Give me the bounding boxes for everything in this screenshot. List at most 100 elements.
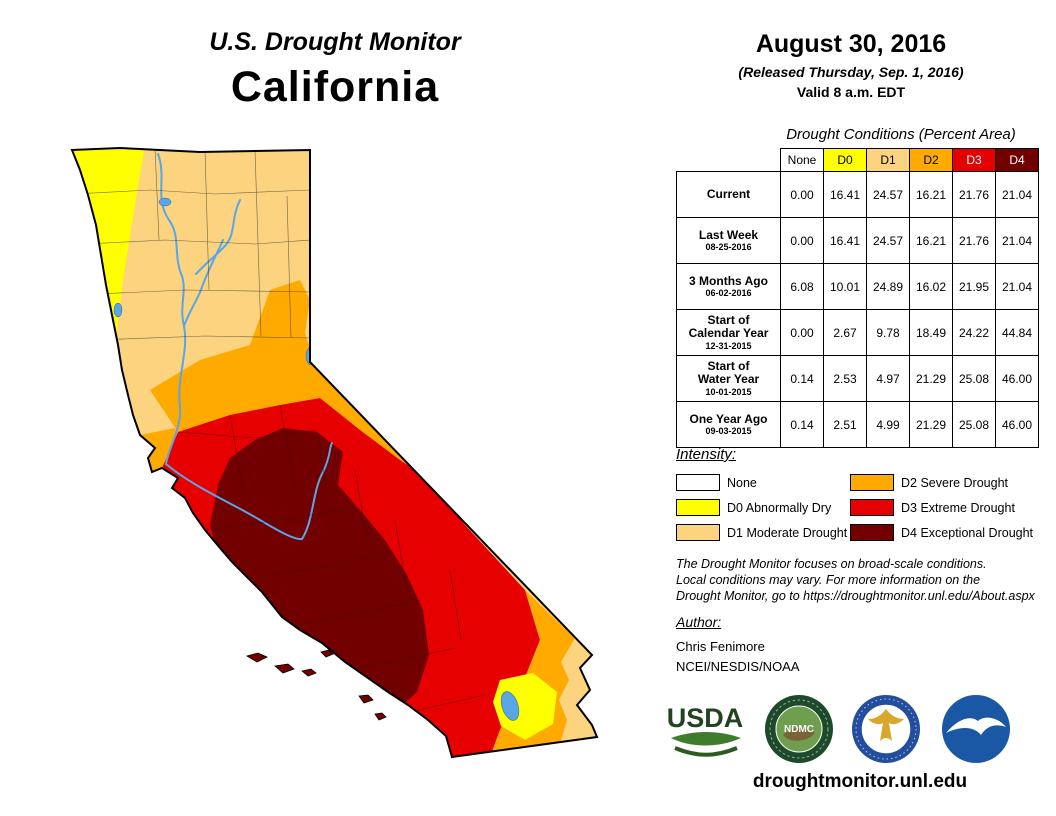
usda-logo: USDA: [663, 700, 747, 767]
table-cell: 46.00: [995, 401, 1039, 448]
channel-islands: [245, 649, 387, 721]
d4-region: [210, 428, 429, 712]
table-cell: 24.89: [866, 263, 910, 310]
table-cell: 21.04: [995, 217, 1039, 264]
table-cell: 4.97: [866, 355, 910, 402]
legend-label: None: [727, 475, 757, 490]
table-cell: 21.76: [952, 217, 996, 264]
table-cell: 16.41: [823, 171, 867, 218]
header: U.S. Drought Monitor California: [130, 28, 540, 112]
column-header-d3: D3: [952, 148, 996, 172]
table-cell: 6.08: [780, 263, 824, 310]
table-cell: 16.21: [909, 171, 953, 218]
legend-label: D0 Abnormally Dry: [727, 500, 832, 515]
row-label: Start of Water Year 10-01-2015: [676, 355, 781, 402]
legend-item: D3 Extreme Drought: [850, 495, 1046, 520]
table-cell: 2.67: [823, 309, 867, 356]
date-block: August 30, 2016 (Released Thursday, Sep.…: [690, 30, 1012, 100]
california-drought-map: [55, 140, 650, 805]
legend-swatch: [676, 499, 720, 516]
legend-title: Intensity:: [676, 446, 737, 463]
lake-shasta: [158, 197, 172, 207]
disclaimer-text: The Drought Monitor focuses on broad-sca…: [676, 557, 1035, 603]
intensity-legend: Intensity: None D0 Abnormally Dry D1 Moder…: [676, 446, 1046, 545]
column-header-d0: D0: [823, 148, 867, 172]
table-cell: 24.57: [866, 171, 910, 218]
released-date: (Released Thursday, Sep. 1, 2016): [738, 64, 964, 80]
table-cell: 0.00: [780, 309, 824, 356]
legend-item: None: [676, 470, 850, 495]
row-label: Start of Calendar Year 12-31-2015: [676, 309, 781, 356]
noaa-logo: [940, 693, 1012, 770]
department-of-commerce-seal: [850, 693, 922, 770]
page-title: U.S. Drought Monitor: [209, 28, 461, 56]
table-cell: 0.00: [780, 171, 824, 218]
drought-table-head-row: None D0 D1 D2 D3 D4: [676, 148, 1039, 172]
table-cell: 9.78: [866, 309, 910, 356]
legend-swatch: [676, 474, 720, 491]
author-org: NCEI/NESDIS/NOAA: [676, 659, 800, 674]
table-row: Start of Calendar Year 12-31-2015 0.00 2.67…: [676, 309, 1039, 356]
footer-url: droughtmonitor.unl.edu: [752, 771, 968, 792]
report-date: August 30, 2016: [755, 30, 947, 58]
table-cell: 16.02: [909, 263, 953, 310]
legend-item: D0 Abnormally Dry: [676, 495, 850, 520]
table-row: 3 Months Ago 06-02-2016 6.08 10.01 24.89 16.0…: [676, 263, 1039, 310]
table-cell: 0.00: [780, 217, 824, 264]
ndmc-logo: NDMC: [763, 693, 835, 770]
legend-label: D2 Severe Drought: [901, 475, 1009, 490]
d0-region-southeast: [493, 673, 557, 740]
table-cell: 21.04: [995, 263, 1039, 310]
author-name: Chris Fenimore: [676, 639, 765, 654]
table-cell: 4.99: [866, 401, 910, 448]
legend-item: D2 Severe Drought: [850, 470, 1046, 495]
ndmc-logo-text: NDMC: [784, 724, 814, 735]
row-label: One Year Ago 09-03-2015: [676, 401, 781, 448]
table-cell: 21.29: [909, 401, 953, 448]
table-cell: 44.84: [995, 309, 1039, 356]
usda-logo-text: USDA: [667, 703, 744, 733]
legend-item: D4 Exceptional Drought: [850, 520, 1046, 545]
table-row: Current 0.00 16.41 24.57 16.21 21.76 21.04: [676, 171, 1039, 218]
state-outline: [70, 146, 599, 759]
valid-time: Valid 8 a.m. EDT: [796, 84, 906, 100]
table-cell: 24.22: [952, 309, 996, 356]
legend-swatch: [850, 499, 894, 516]
legend-swatch: [850, 524, 894, 541]
table-title: Drought Conditions (Percent Area): [786, 126, 1016, 143]
table-row: Last Week 08-25-2016 0.00 16.41 24.57 16.21 21…: [676, 217, 1039, 264]
table-cell: 2.51: [823, 401, 867, 448]
table-cell: 24.57: [866, 217, 910, 264]
table-row: One Year Ago 09-03-2015 0.14 2.51 4.99 21.29 2…: [676, 401, 1039, 448]
row-label: Current: [676, 171, 781, 218]
table-cell: 21.04: [995, 171, 1039, 218]
legend-label: D1 Moderate Drought: [727, 525, 848, 540]
table-cell: 25.08: [952, 355, 996, 402]
legend-swatch: [676, 524, 720, 541]
table-cell: 21.76: [952, 171, 996, 218]
drought-table-body: Current 0.00 16.41 24.57 16.21 21.76 21.04 Last…: [676, 171, 1039, 448]
table-cell: 2.53: [823, 355, 867, 402]
table-cell: 0.14: [780, 401, 824, 448]
table-cell: 0.14: [780, 355, 824, 402]
author-title: Author:: [676, 614, 722, 630]
legend-swatch: [850, 474, 894, 491]
table-cell: 21.95: [952, 263, 996, 310]
column-header-d1: D1: [866, 148, 910, 172]
legend-label: D4 Exceptional Drought: [901, 525, 1034, 540]
clear-lake: [113, 302, 123, 318]
row-label: 3 Months Ago 06-02-2016: [676, 263, 781, 310]
row-label: Last Week 08-25-2016: [676, 217, 781, 264]
salton-sea: [500, 691, 520, 721]
column-header-none: None: [780, 148, 824, 172]
table-row: Start of Water Year 10-01-2015 0.14 2.53 4.9…: [676, 355, 1039, 402]
drought-table-wrap: None D0 D1 D2 D3 D4 Current 0.00 16.41 24.57 16.2…: [676, 148, 1039, 448]
table-cell: 46.00: [995, 355, 1039, 402]
column-header-d2: D2: [909, 148, 953, 172]
table-cell: 18.49: [909, 309, 953, 356]
blank-corner-cell: [676, 148, 781, 172]
column-header-d4: D4: [995, 148, 1039, 172]
d1-region-colorado-strip: [559, 638, 597, 744]
legend-items: None D0 Abnormally Dry D1 Moderate Drought…: [676, 470, 1046, 545]
